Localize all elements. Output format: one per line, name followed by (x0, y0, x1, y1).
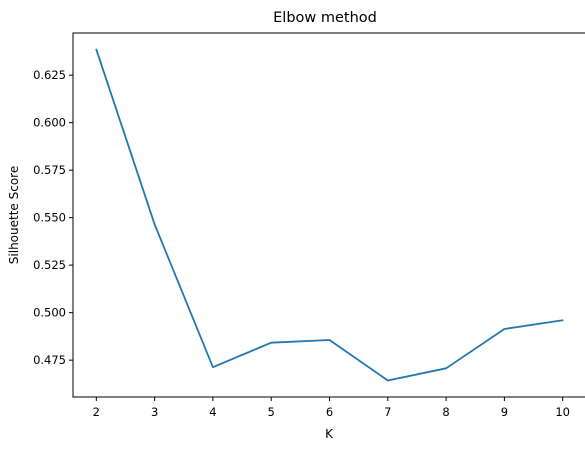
x-tick-label: 6 (326, 405, 333, 419)
y-axis-label: Silhouette Score (7, 166, 21, 264)
plot-area: 2 3 4 5 6 7 8 9 10 0.475 0.500 0.525 0.550 0.575 0.60… (33, 32, 585, 419)
chart-title: Elbow method (273, 10, 377, 26)
y-axis: 0.475 0.500 0.525 0.550 0.575 0.600 0.625 (33, 68, 73, 367)
x-tick-label: 10 (555, 405, 570, 419)
x-tick-label: 9 (501, 405, 508, 419)
y-tick-label: 0.550 (33, 211, 66, 225)
x-tick-label: 8 (442, 405, 449, 419)
series-line (95, 48, 564, 382)
plot-frame (72, 32, 585, 398)
x-tick-label: 3 (151, 405, 158, 419)
y-tick-label: 0.625 (33, 68, 66, 82)
y-tick-label: 0.525 (33, 258, 66, 272)
x-tick-label: 2 (93, 405, 100, 419)
y-tick-label: 0.600 (33, 116, 66, 130)
y-tick-label: 0.500 (33, 306, 66, 320)
x-tick-label: 5 (268, 405, 275, 419)
x-axis-label: K (325, 427, 334, 441)
x-tick-label: 4 (209, 405, 216, 419)
x-tick-label: 7 (384, 405, 391, 419)
y-tick-label: 0.575 (33, 163, 66, 177)
x-axis: 2 3 4 5 6 7 8 9 10 (93, 397, 570, 419)
y-tick-label: 0.475 (33, 353, 66, 367)
